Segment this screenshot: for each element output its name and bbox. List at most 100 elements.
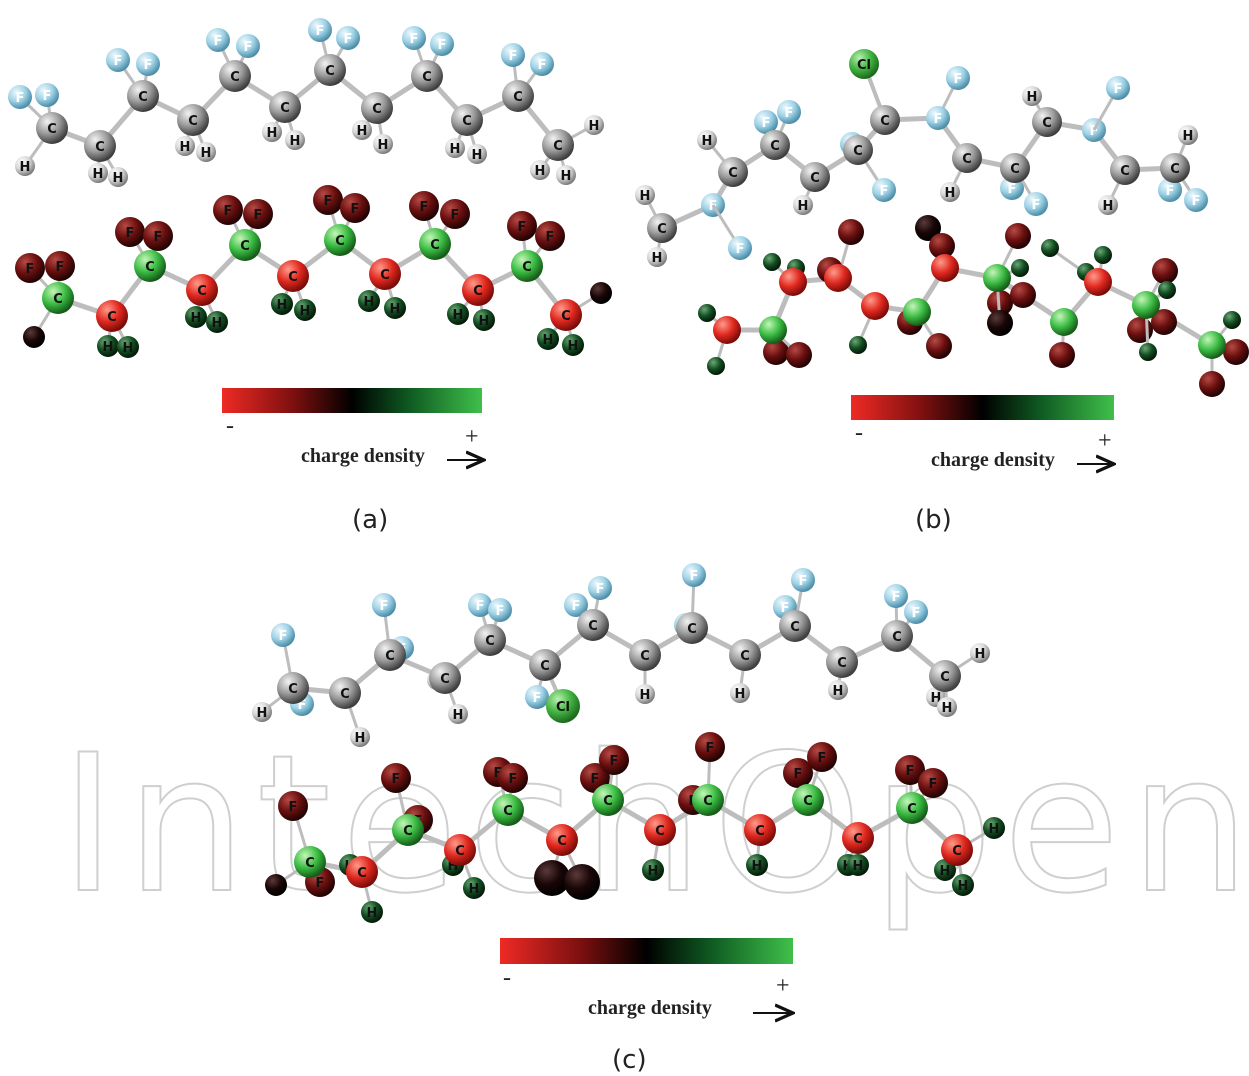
atom-symbol: H [472, 148, 483, 163]
atom-symbol: C [288, 270, 298, 285]
atom-charge-colored: H [642, 859, 664, 881]
atom-charge-colored: C [546, 824, 578, 856]
atom-symbol: C [588, 619, 598, 634]
atom-carbon: C [451, 104, 483, 136]
atom-charge-colored: H [97, 335, 119, 357]
atom-carbon: C [629, 639, 661, 671]
atom-carbon: C [843, 135, 873, 165]
atom-charge-colored [1132, 291, 1160, 319]
atom-charge-colored: F [115, 217, 145, 247]
atom-symbol: C [880, 114, 890, 129]
atom-charge-colored: F [498, 763, 528, 793]
atom-fluorine: F [236, 34, 260, 58]
atom-symbol: C [95, 140, 105, 155]
atom-symbol: F [224, 204, 233, 219]
atom-carbon: C [84, 130, 116, 162]
panel-a: - + charge density (a) [222, 388, 484, 535]
atom-carbon: C [177, 104, 209, 136]
atom-symbol: C [403, 824, 413, 839]
atom-charge-colored: H [271, 293, 293, 315]
atom-symbol: H [267, 126, 278, 141]
atom-charge-colored: C [419, 228, 451, 260]
atom-charge-colored [1094, 246, 1112, 264]
atom-hydrogen: H [793, 195, 813, 215]
atom-charge-colored: C [392, 814, 424, 846]
atom-carbon: C [826, 646, 858, 678]
atom-carbon: C [542, 129, 574, 161]
atom-symbol: F [1114, 82, 1123, 97]
atom-charge-colored: C [229, 229, 261, 261]
atom-charge-colored: C [492, 794, 524, 826]
atom-charge-colored: C [346, 856, 378, 888]
atom-charge-colored: C [324, 224, 356, 256]
atom-symbol: F [880, 184, 889, 199]
atom-symbol: C [53, 292, 63, 307]
atom-fluorine: F [530, 52, 554, 76]
atom-charge-colored: H [117, 336, 139, 358]
atom-charge-colored [1199, 371, 1225, 397]
atom-charge-colored [1041, 239, 1059, 257]
atom-charge-colored: F [535, 221, 565, 251]
atom-charge-colored [707, 357, 725, 375]
atom-symbol: C [540, 659, 550, 674]
atom-symbol: F [410, 32, 419, 47]
panel-c-plus-label: + [776, 973, 790, 999]
panel-c: - + charge density (c) [500, 938, 793, 1075]
atom-charge-colored [983, 264, 1011, 292]
atom-symbol: C [230, 70, 240, 85]
atom-symbol: H [378, 138, 389, 153]
atom-symbol: C [728, 166, 738, 181]
atom-symbol: F [56, 260, 65, 275]
atom-symbol: C [853, 832, 863, 847]
atom-hydrogen: H [828, 680, 848, 700]
atom-symbol: C [473, 284, 483, 299]
atom-symbol: C [770, 139, 780, 154]
atom-fluorine: F [791, 568, 815, 592]
atom-symbol: H [93, 167, 104, 182]
atom-symbol: F [316, 24, 325, 39]
atom-carbon: C [1110, 155, 1140, 185]
atom-hydrogen: H [937, 697, 957, 717]
atom-symbol: F [154, 230, 163, 245]
atom-charge-colored [786, 342, 812, 368]
atom-symbol: C [138, 90, 148, 105]
atom-symbol: H [568, 339, 579, 354]
atom-fluorine: F [926, 106, 950, 130]
atom-symbol: C [853, 144, 863, 159]
atom-hydrogen: H [285, 130, 305, 150]
atom-fluorine: F [501, 43, 525, 67]
atom-hydrogen: H [252, 702, 272, 722]
atom-symbol: F [762, 116, 771, 131]
atom-fluorine: F [308, 18, 332, 42]
atom-symbol: F [906, 764, 915, 779]
atom-symbol: C [640, 649, 650, 664]
atom-chlorine: Cl [546, 689, 580, 723]
atom-fluorine: F [872, 178, 896, 202]
atom-symbol: F [929, 777, 938, 792]
atom-symbol: H [940, 864, 951, 879]
atom-carbon: C [314, 54, 346, 86]
panel-a-minus-label: - [226, 413, 234, 439]
atom-charge-colored [1050, 308, 1078, 336]
atom-hydrogen: H [1098, 195, 1118, 215]
panel-b-caption: (b) [915, 505, 952, 535]
atom-symbol: H [450, 142, 461, 157]
atom-symbol: C [940, 670, 950, 685]
atom-hydrogen: H [196, 142, 216, 162]
atom-charge-colored: F [313, 185, 343, 215]
atom-symbol: F [214, 34, 223, 49]
atom-charge-colored: C [550, 299, 582, 331]
atom-symbol: C [335, 234, 345, 249]
atom-symbol: F [438, 38, 447, 53]
atom-symbol: H [180, 140, 191, 155]
atom-symbol: F [244, 40, 253, 55]
atom-charge-colored: C [896, 792, 928, 824]
atom-hydrogen: H [970, 643, 990, 663]
atom-charge-colored: H [294, 299, 316, 321]
panel-c-colorbar-title: charge density [588, 997, 712, 1019]
atom-symbol: H [589, 119, 600, 134]
atom-carbon: C [1032, 107, 1062, 137]
atom-symbol: H [367, 906, 378, 921]
atom-symbol: C [145, 260, 155, 275]
atom-symbol: C [810, 171, 820, 186]
